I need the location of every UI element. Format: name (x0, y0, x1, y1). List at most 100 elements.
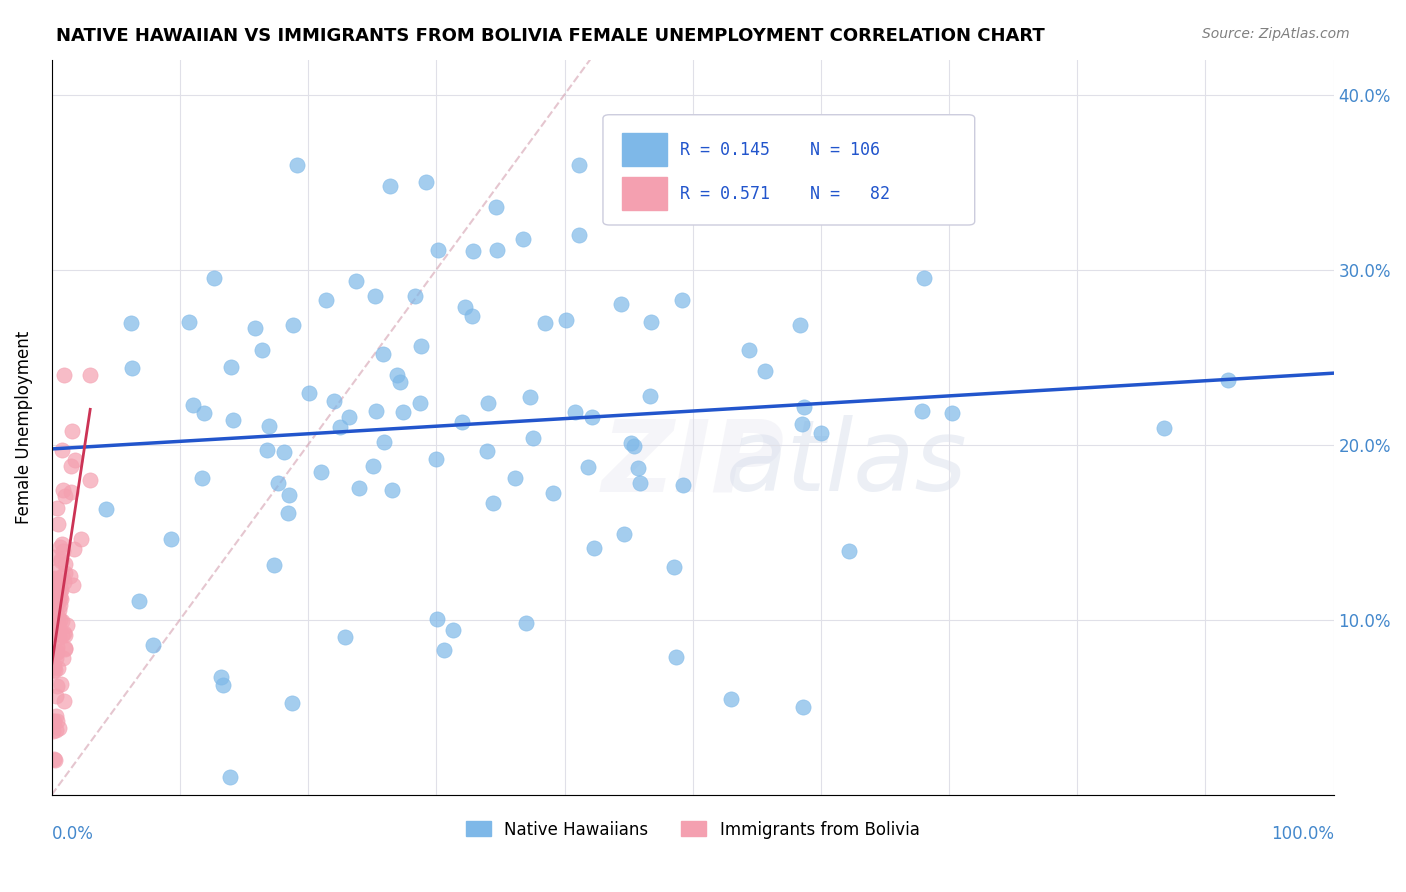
Point (44, 753, 66, 767)
Point (672, 478, 695, 492)
Point (120, 316, 142, 330)
Point (278, 488, 301, 502)
Point (568, 228, 591, 243)
Point (52, 651, 75, 665)
Point (623, 439, 645, 453)
Point (541, 485, 564, 500)
Point (640, 389, 662, 403)
Point (285, 158, 308, 172)
Point (53, 628, 76, 642)
Point (46, 616, 69, 631)
Point (44, 627, 66, 641)
Point (610, 297, 633, 311)
Point (51, 551, 73, 566)
Point (51, 537, 73, 551)
Point (555, 313, 578, 327)
Point (52, 626, 75, 640)
Point (482, 496, 505, 510)
Point (51, 614, 73, 628)
Point (59, 458, 82, 473)
Point (373, 435, 395, 450)
Point (42, 549, 65, 564)
Bar (623, 133, 666, 166)
Point (128, 594, 150, 608)
Point (44, 590, 66, 604)
Point (404, 289, 426, 303)
Point (522, 431, 544, 445)
Point (51, 554, 73, 568)
Point (48, 540, 70, 554)
Point (79, 473, 101, 487)
Point (51, 677, 73, 691)
Point (52, 544, 75, 558)
Point (576, 459, 599, 474)
Point (46, 714, 69, 728)
Point (48, 598, 70, 612)
Point (364, 289, 387, 303)
Point (792, 700, 814, 714)
Point (361, 459, 384, 474)
Point (142, 638, 165, 652)
Point (46, 644, 69, 658)
Point (60, 484, 83, 499)
Point (477, 396, 499, 410)
Point (219, 360, 242, 375)
Point (385, 368, 408, 382)
Point (46, 500, 69, 515)
Point (45, 709, 67, 723)
Point (94, 502, 117, 516)
Point (378, 179, 401, 194)
Y-axis label: Female Unemployment: Female Unemployment (15, 331, 32, 524)
Point (912, 271, 935, 285)
Point (323, 394, 346, 409)
Point (256, 443, 278, 458)
Point (46, 595, 69, 609)
Point (391, 405, 413, 419)
Point (46, 679, 69, 693)
Point (48, 630, 70, 644)
Point (613, 527, 636, 541)
Point (55, 618, 77, 632)
Point (45, 723, 67, 738)
Point (191, 471, 214, 485)
Point (737, 343, 759, 357)
Point (583, 541, 606, 555)
Point (48, 592, 70, 607)
Bar (623, 178, 666, 211)
Point (44, 751, 66, 765)
Point (46, 608, 69, 623)
Point (485, 200, 508, 214)
Point (42, 657, 65, 672)
Point (720, 692, 742, 706)
Point (870, 161, 893, 176)
Point (789, 318, 811, 332)
Point (519, 390, 541, 404)
Point (941, 406, 963, 420)
Text: 0.0%: 0.0% (52, 825, 94, 843)
Point (52, 483, 75, 497)
Point (42, 645, 65, 659)
Text: R = 0.571    N =   82: R = 0.571 N = 82 (681, 186, 890, 203)
Point (45, 575, 67, 590)
Point (281, 696, 304, 710)
Legend: Native Hawaiians, Immigrants from Bolivia: Native Hawaiians, Immigrants from Bolivi… (458, 814, 927, 846)
Point (42, 624, 65, 639)
Point (475, 443, 498, 458)
Point (309, 465, 332, 479)
Point (838, 544, 860, 558)
Point (181, 398, 204, 412)
Point (662, 559, 685, 574)
Point (315, 293, 337, 307)
Point (53, 368, 76, 382)
Point (433, 642, 456, 657)
Point (790, 417, 813, 431)
Point (45, 588, 67, 602)
Point (48, 602, 70, 616)
Point (49, 583, 72, 598)
Point (44, 660, 66, 674)
Point (911, 404, 934, 418)
Point (754, 364, 776, 378)
Point (628, 476, 651, 491)
Point (42, 723, 65, 738)
Point (1153, 421, 1175, 435)
